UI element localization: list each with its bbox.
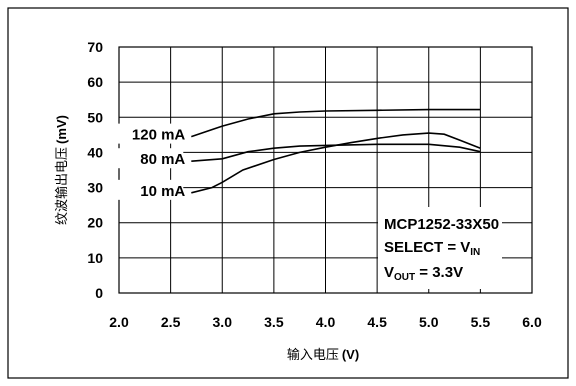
series-label: 120 mA xyxy=(132,127,186,144)
series-labels: 120 mA 80 mA 10 mA xyxy=(113,123,186,200)
y-axis-title: 纹波输出电压(mV) xyxy=(54,115,70,225)
x-tick-labels: 2.0 2.5 3.0 3.5 4.0 4.5 5.0 5.5 6.0 xyxy=(109,314,542,330)
x-tick-label: 2.0 xyxy=(109,314,129,330)
x-tick-label: 3.5 xyxy=(264,314,284,330)
y-tick-label: 20 xyxy=(87,215,103,231)
series-label: 80 mA xyxy=(140,151,185,168)
curves xyxy=(191,108,481,194)
x-tick-label: 5.5 xyxy=(471,314,491,330)
y-tick-label: 10 xyxy=(87,250,103,266)
y-tick-label: 70 xyxy=(87,39,103,55)
x-axis-title: 输入电压 (V) xyxy=(287,347,359,363)
y-tick-label: 30 xyxy=(87,180,103,196)
annotation-box xyxy=(378,207,502,289)
plot-area xyxy=(118,46,533,294)
annotation-vout: VOUT = 3.3V xyxy=(384,264,463,283)
series-label: 10 mA xyxy=(140,183,185,200)
annotation-select: SELECT = VIN xyxy=(384,239,480,258)
figure-frame xyxy=(7,7,569,379)
series-line xyxy=(191,143,481,162)
x-tick-label: 5.0 xyxy=(419,314,439,330)
x-tick-label: 2.5 xyxy=(161,314,181,330)
series-line xyxy=(191,108,481,138)
y-tick-label: 60 xyxy=(87,74,103,90)
series-line xyxy=(191,132,481,194)
series-label-bg xyxy=(113,179,184,200)
x-tick-label: 4.5 xyxy=(367,314,387,330)
y-tick-labels: 0 10 20 30 40 50 60 70 xyxy=(87,39,103,301)
annotation-model: MCP1252-33X50 xyxy=(384,216,499,233)
y-tick-label: 40 xyxy=(87,144,103,160)
series-label-bg xyxy=(113,123,184,144)
y-tick-label: 0 xyxy=(95,285,103,301)
x-tick-label: 6.0 xyxy=(522,314,542,330)
x-tick-label: 3.0 xyxy=(213,314,233,330)
y-tick-label: 50 xyxy=(87,109,103,125)
x-tick-label: 4.0 xyxy=(316,314,336,330)
series-label-bg xyxy=(113,148,184,169)
